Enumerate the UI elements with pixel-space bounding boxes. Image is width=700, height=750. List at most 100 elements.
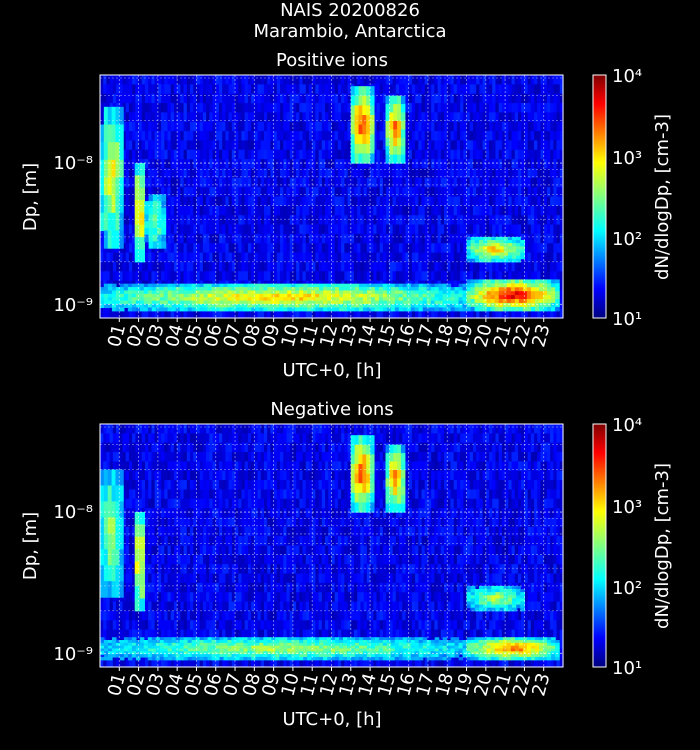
heatmap-cell (379, 224, 384, 235)
heatmap-feature-cell (486, 299, 492, 304)
heatmap-feature-cell (207, 300, 213, 305)
heatmap-feature-cell (155, 300, 161, 305)
heatmap-cell (190, 75, 194, 85)
heatmap-cell (530, 196, 535, 207)
heatmap-cell (312, 131, 317, 142)
heatmap-cell (366, 187, 371, 198)
heatmap-feature-cell (366, 293, 372, 298)
heatmap-cell (405, 112, 410, 123)
heatmap-cell (395, 177, 400, 188)
heatmap-cell (556, 233, 561, 244)
heatmap-cell (325, 84, 329, 95)
heatmap-feature-cell (119, 304, 125, 308)
heatmap-cell (399, 159, 403, 170)
heatmap-cell (321, 196, 326, 207)
heatmap-cell (501, 75, 506, 85)
heatmap-cell (453, 252, 458, 263)
heatmap-feature-cell (187, 307, 193, 312)
heatmap-cell (415, 93, 419, 104)
heatmap-feature-cell (255, 307, 260, 312)
heatmap-cell (202, 252, 207, 263)
heatmap-feature-cell (530, 291, 536, 296)
heatmap-cell (366, 261, 371, 272)
heatmap-cell (543, 112, 548, 123)
heatmap-cell (215, 187, 220, 198)
heatmap-cell (170, 271, 175, 282)
heatmap-cell (540, 131, 545, 142)
heatmap-feature-cell (516, 249, 521, 254)
heatmap-cell (128, 103, 133, 113)
heatmap-cell (447, 187, 452, 198)
heatmap-cell (559, 243, 564, 254)
heatmap-feature-cell (418, 307, 424, 312)
heatmap-cell (476, 271, 481, 282)
heatmap-feature-cell (547, 295, 552, 300)
heatmap-feature-cell (335, 293, 340, 298)
heatmap-cell (460, 233, 464, 244)
heatmap-cell (411, 131, 416, 142)
heatmap-cell (427, 131, 432, 142)
heatmap-feature-cell (350, 95, 356, 106)
heatmap-feature-cell (111, 124, 117, 143)
heatmap-feature-cell (354, 86, 360, 97)
heatmap-cell (260, 131, 265, 142)
heatmap-cell (341, 205, 345, 216)
heatmap-feature-cell (487, 252, 492, 257)
heatmap-cell (257, 196, 262, 207)
heatmap-cell (344, 131, 349, 142)
heatmap-cell (476, 103, 481, 113)
heatmap-cell (280, 215, 284, 226)
heatmap-cell (498, 261, 503, 272)
heatmap-cell (389, 308, 394, 319)
heatmap-feature-cell (382, 287, 388, 292)
heatmap-cell (251, 187, 255, 198)
heatmap-feature-cell (247, 304, 252, 308)
heatmap-cell (482, 177, 487, 188)
heatmap-feature-cell (275, 287, 280, 292)
heatmap-cell (228, 84, 233, 95)
heatmap-cell (263, 261, 268, 272)
heatmap-cell (553, 112, 558, 123)
heatmap-feature-cell (267, 307, 272, 312)
heatmap-cell (530, 112, 535, 123)
heatmap-feature-cell (498, 287, 504, 292)
heatmap-feature-cell (495, 249, 501, 254)
heatmap-feature-cell (516, 236, 521, 241)
heatmap-feature-cell (474, 243, 480, 247)
heatmap-cell (148, 252, 153, 263)
heatmap-cell (148, 261, 153, 272)
heatmap-feature-cell (135, 290, 141, 295)
heatmap-feature-cell (351, 304, 356, 308)
heatmap-cell (553, 168, 558, 179)
heatmap-feature-cell (362, 134, 367, 145)
heatmap-cell (521, 215, 526, 226)
heatmap-feature-cell (267, 293, 272, 298)
heatmap-feature-cell (239, 307, 245, 312)
heatmap-cell (132, 308, 136, 319)
heatmap-cell (254, 131, 259, 142)
heatmap-cell (389, 187, 394, 198)
heatmap-cell (379, 84, 384, 95)
heatmap-cell (337, 149, 342, 160)
heatmap-feature-cell (259, 287, 264, 292)
heatmap-cell (292, 177, 297, 188)
heatmap-cell (218, 196, 223, 207)
heatmap-cell (321, 177, 326, 188)
heatmap-cell (231, 252, 236, 263)
heatmap-cell (415, 205, 419, 216)
heatmap-feature-cell (446, 287, 452, 292)
heatmap-cell (193, 243, 198, 254)
heatmap-feature-cell (151, 290, 157, 295)
heatmap-feature-cell (203, 283, 209, 288)
heatmap-cell (315, 121, 320, 132)
heatmap-cell (373, 215, 378, 226)
heatmap-cell (550, 131, 554, 142)
heatmap-cell (546, 252, 551, 263)
heatmap-feature-cell (267, 297, 272, 302)
heatmap-feature-cell (347, 293, 352, 298)
heatmap-cell (559, 308, 564, 319)
heatmap-cell (479, 187, 484, 198)
heatmap-feature-cell (215, 304, 221, 308)
heatmap-cell (222, 103, 226, 113)
heatmap-cell (382, 196, 387, 207)
